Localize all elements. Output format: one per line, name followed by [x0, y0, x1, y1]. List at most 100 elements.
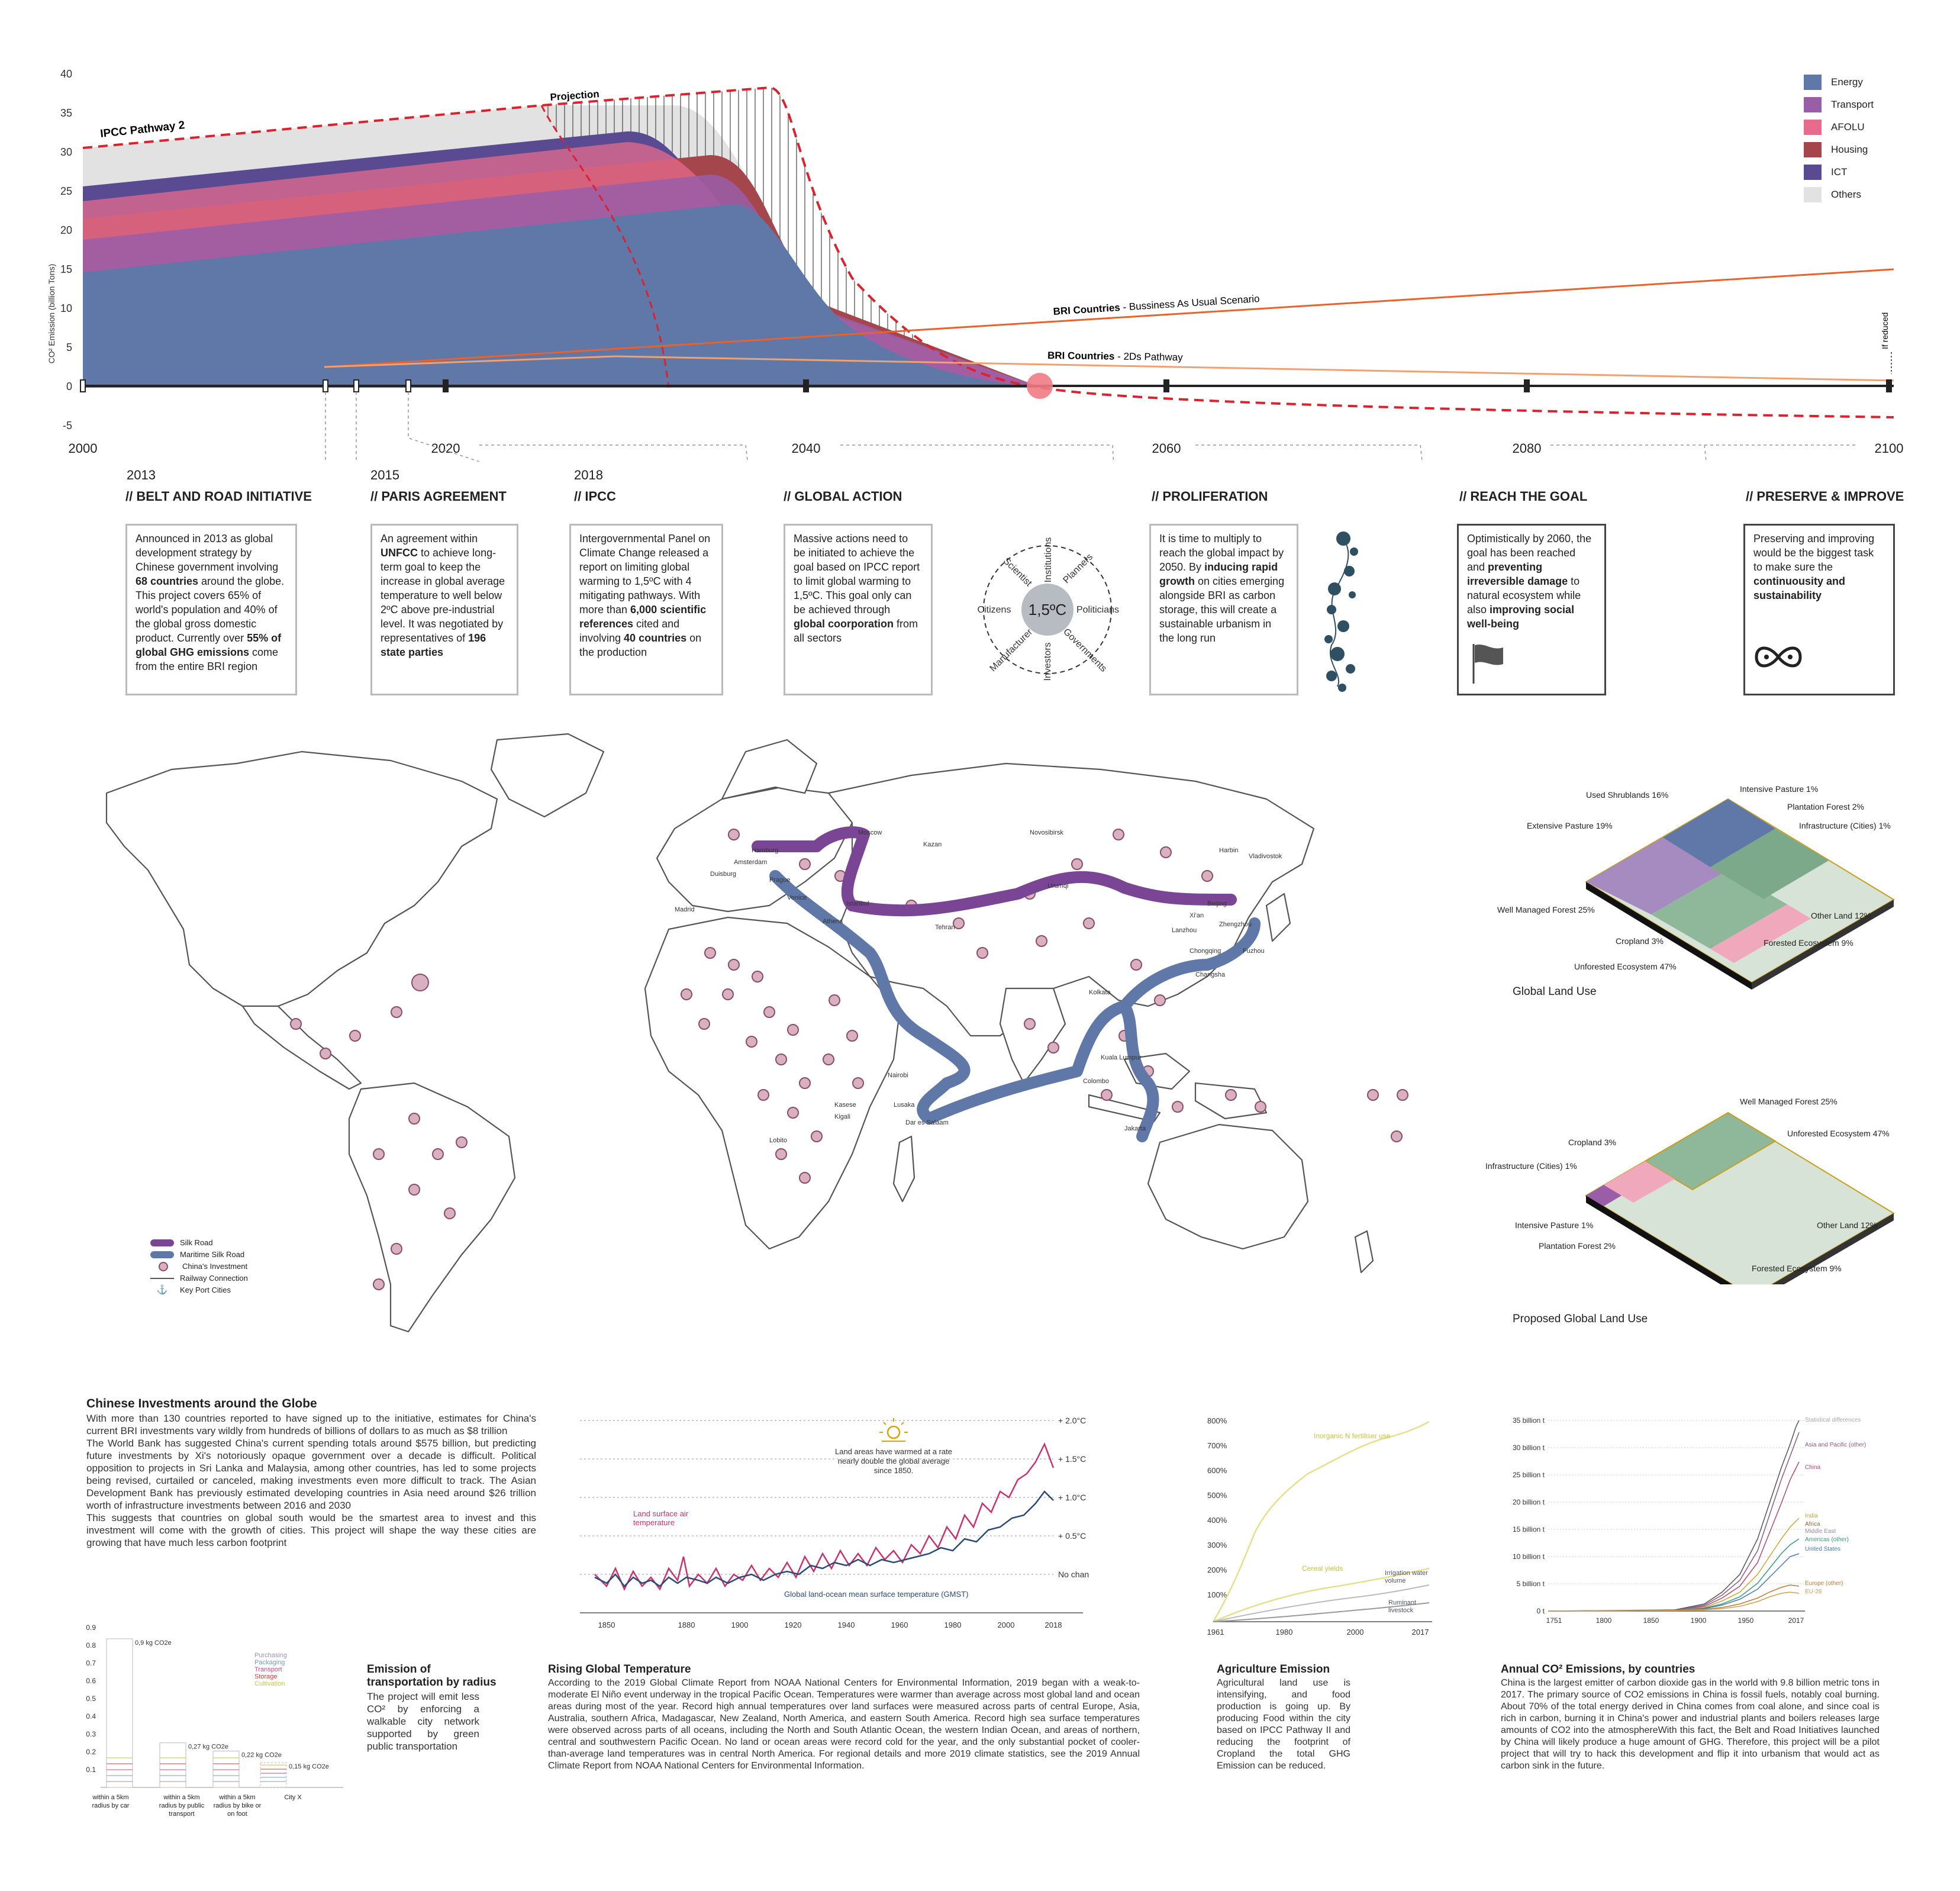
madagascar	[892, 1135, 915, 1203]
y-tick: 0	[66, 381, 72, 392]
land-label: Infrastructure (Cities) 1%	[1799, 821, 1891, 830]
x-tick: 1900	[1691, 1616, 1707, 1625]
swatch	[1804, 142, 1822, 157]
legend-investment: China's Investment	[150, 1261, 248, 1273]
bau-line	[324, 268, 1894, 368]
series-label: EU-28	[1805, 1589, 1822, 1595]
x-tick: 2017	[1412, 1628, 1429, 1636]
legend-others: Others	[1804, 183, 1874, 206]
x-tick: 1800	[1596, 1616, 1612, 1625]
sun-rays	[879, 1418, 908, 1433]
radius-y-ticks: 0.9 0.8 0.7 0.6 0.5 0.4 0.3 0.2 0.1	[86, 1623, 96, 1774]
scandinavia	[721, 739, 818, 800]
city-label: Tehran	[935, 924, 955, 931]
legend-energy: Energy	[1804, 71, 1874, 94]
city-label: Moscow	[858, 829, 882, 836]
infinity-recycle-icon	[1755, 646, 1802, 668]
phase-box-reach-goal: Optimistically by 2060, the goal has bee…	[1457, 524, 1606, 695]
swatch	[150, 1278, 174, 1279]
city-label: Jakarta	[1124, 1125, 1146, 1132]
swatch	[1804, 75, 1822, 90]
south-america	[348, 1082, 516, 1333]
irrigation-label: Irrigation water volume	[1385, 1570, 1428, 1584]
series-label: Middle East	[1805, 1528, 1836, 1535]
legend-label: Packaging	[254, 1659, 285, 1666]
temp-y-ticks: + 2.0°C + 1.5°C + 1.0°C + 0.5°C No chan	[1058, 1416, 1089, 1579]
flag-icon	[1472, 644, 1503, 684]
anchor-icon: ⚓	[156, 1285, 168, 1295]
stakeholder-label: Citizens	[978, 605, 1011, 615]
japan	[1265, 893, 1291, 942]
net-zero-marker	[1027, 373, 1053, 399]
y-tick: 30	[60, 146, 72, 158]
land-label: Cropland 3%	[1616, 936, 1664, 946]
us-line	[1548, 1553, 1800, 1612]
china-investment-dots	[290, 829, 1408, 1290]
ipcc-label: IPCC Pathway 2	[99, 119, 185, 140]
city-label: Fuzhou	[1243, 948, 1265, 955]
swatch	[150, 1251, 174, 1258]
land-label: Used Shrublands 16%	[1586, 790, 1668, 800]
land-label: Extensive Pasture 19%	[1527, 821, 1613, 830]
global-land-use-diagram: Intensive Pasture 1% Used Shrublands 16%…	[1497, 784, 1895, 990]
marker-2020	[443, 379, 449, 392]
x-tick: 2080	[1513, 441, 1542, 456]
continents	[105, 733, 1374, 1333]
stakeholder-label: Governments	[1061, 627, 1108, 674]
bar-label: within a 5km radius by car	[92, 1794, 130, 1809]
city-label: Lobito	[769, 1137, 787, 1144]
marker-2040	[803, 379, 809, 392]
land-label: Unforested Ecosystem 47%	[1787, 1129, 1890, 1138]
stakeholder-diagram: 1,5ºC Institutions Planners Politicians …	[978, 537, 1119, 681]
land-label: Unforested Ecosystem 47%	[1574, 962, 1677, 971]
x-tick: 1920	[785, 1621, 802, 1629]
sun-icon	[886, 1425, 901, 1439]
swatch	[159, 1262, 168, 1271]
city-label: Vladivostok	[1249, 853, 1282, 860]
phase-title-paris: // PARIS AGREEMENT	[370, 489, 507, 504]
radius-bar	[159, 1742, 186, 1788]
legend-transport: Transport	[1804, 94, 1874, 116]
y-tick: 0.1	[86, 1766, 96, 1774]
radius-bar	[106, 1638, 133, 1788]
city-label: Madrid	[675, 906, 695, 913]
proliferation-dots-icon	[1324, 531, 1358, 692]
x-tick: 1880	[678, 1621, 695, 1629]
marker-2000	[80, 379, 86, 392]
y-tick: 800%	[1207, 1416, 1227, 1425]
if-reduced-label: If reduced	[1880, 313, 1890, 349]
x-tick: 2017	[1788, 1616, 1804, 1625]
phase-box-global-action: Massive actions need to be initiated to …	[784, 524, 933, 695]
world-map: Moscow Kazan Novosibirsk Hamburg Amsterd…	[105, 733, 1408, 1333]
investments-title: Chinese Investments around the Globe	[86, 1397, 317, 1410]
land-label: Plantation Forest 2%	[1539, 1241, 1616, 1251]
annual-series-labels: Statistical differences Asia and Pacific…	[1805, 1417, 1866, 1595]
legend-silk-road: Silk Road	[150, 1237, 248, 1249]
x-tick: 1850	[598, 1621, 615, 1629]
land-label: Other Land 12%	[1817, 1220, 1877, 1230]
city-label: Lanzhou	[1172, 927, 1197, 934]
twod-line-rise	[324, 355, 616, 368]
agri-y-ticks: 800% 700% 600% 500% 400% 300% 200% 100%	[1207, 1416, 1227, 1599]
city-label: Novosibirsk	[1030, 829, 1063, 836]
x-axis-ticks: 2000 2020 2040 2060 2080 2100	[69, 441, 1904, 456]
land-temp-line	[594, 1442, 1055, 1591]
bar-label: within a 5km radius by public transport	[159, 1794, 205, 1818]
temp-annotation: Land areas have warmed at a rate nearly …	[834, 1447, 952, 1475]
legend-afolu: AFOLU	[1804, 116, 1874, 138]
y-tick: 15	[60, 263, 72, 275]
y-tick: 20 billion t	[1513, 1498, 1545, 1506]
land-label: Forested Ecosystem 9%	[1752, 1264, 1842, 1273]
series-label: Americas (other)	[1805, 1536, 1849, 1543]
radius-bar	[212, 1751, 240, 1788]
phase-box-bri: Announced in 2013 as global development …	[125, 524, 297, 695]
city-label: Xi'an	[1189, 912, 1204, 919]
radius-text: The project will emit less CO² by enforc…	[367, 1691, 479, 1752]
legend-label: Transport	[254, 1666, 282, 1673]
annual-y-ticks: 35 billion t 30 billion t 25 billion t 2…	[1513, 1416, 1545, 1615]
city-label: Lusaka	[894, 1101, 915, 1109]
eu-line	[1548, 1592, 1800, 1612]
series-label: Europe (other)	[1805, 1580, 1843, 1587]
y-tick: 0.2	[86, 1748, 96, 1756]
asia	[827, 762, 1315, 1037]
